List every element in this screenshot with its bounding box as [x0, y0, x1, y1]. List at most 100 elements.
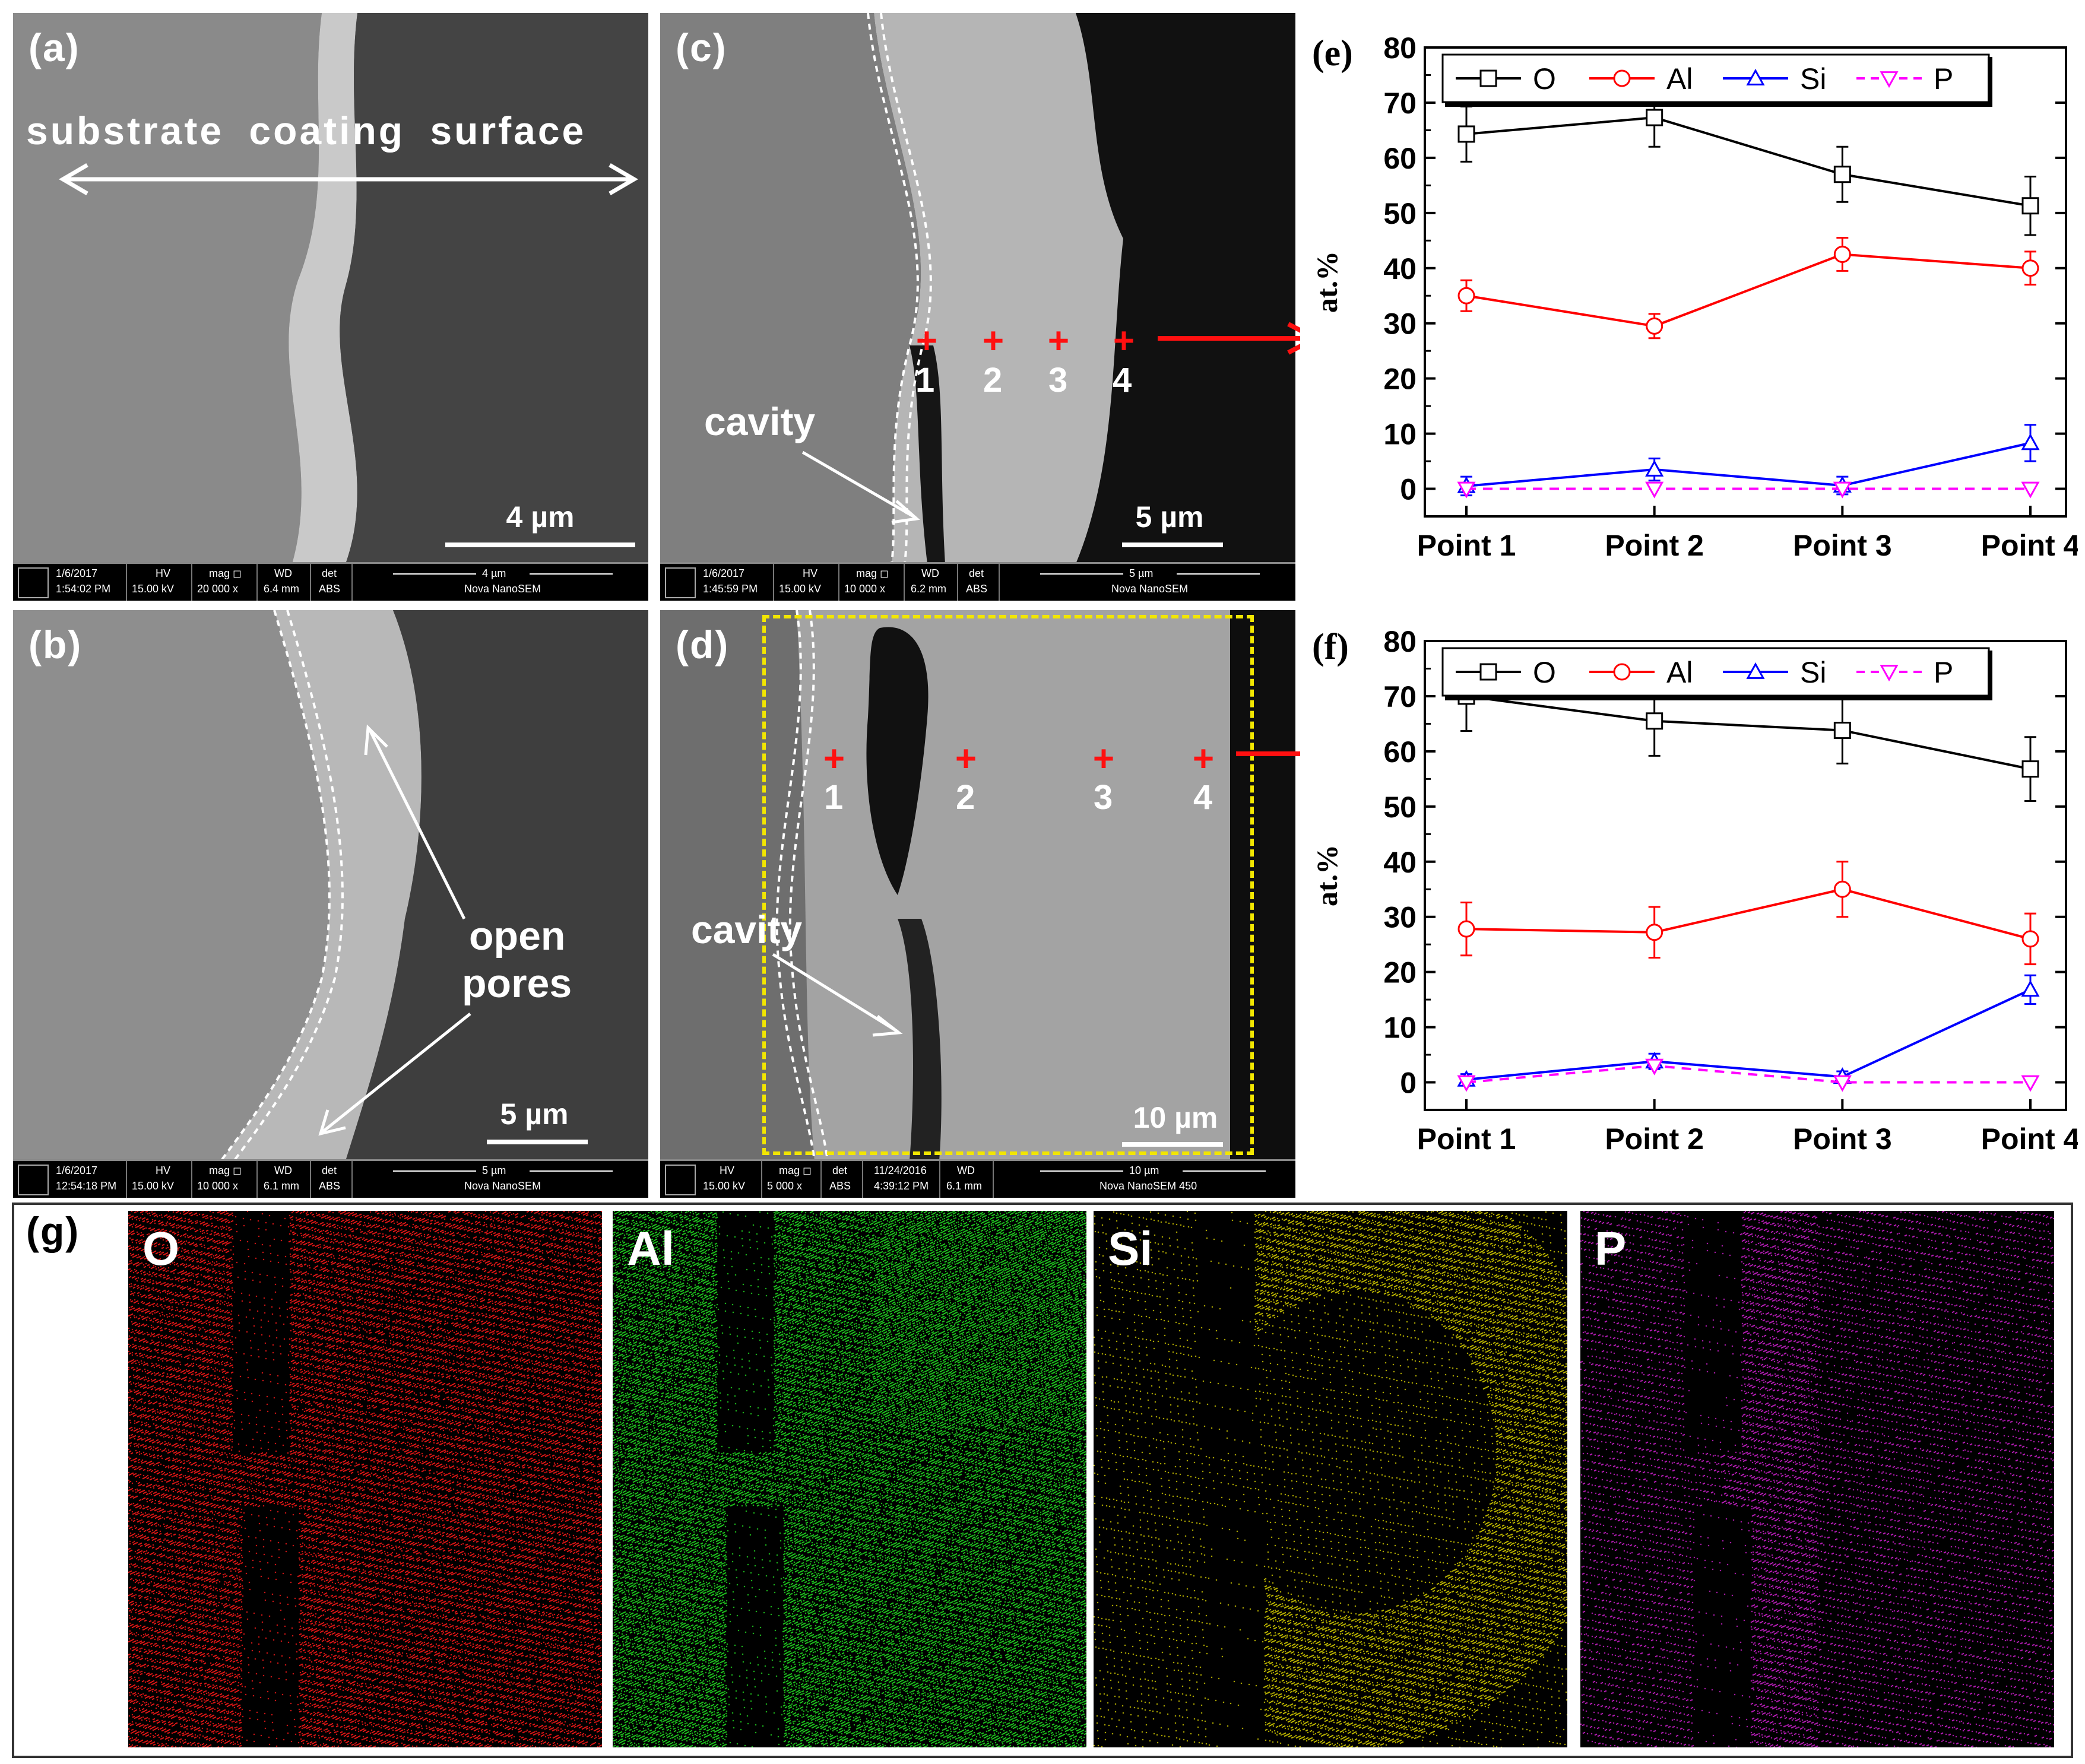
series-line: [1466, 253, 2031, 328]
y-axis-label: at.%: [1310, 845, 1343, 906]
x-tick-label: Point 2: [1605, 529, 1704, 562]
selection-dashed-box: [762, 615, 1254, 1155]
info-instrument: Nova NanoSEM: [1111, 583, 1189, 595]
x-tick-label: Point 1: [1417, 529, 1516, 562]
measurement-point-marker: +: [982, 321, 1005, 361]
y-tick-label: 70: [1383, 680, 1417, 713]
data-point: [1646, 109, 1663, 126]
info-mag-header: mag ◻: [209, 1165, 242, 1176]
sem-image-a: [13, 13, 648, 601]
panel-label-b: (b): [28, 623, 83, 667]
point-number: 2: [983, 361, 1003, 399]
data-point: [1646, 317, 1663, 335]
series-O: [1457, 660, 2039, 802]
legend-label: O: [1533, 62, 1556, 96]
panel-label-c: (c): [676, 26, 727, 69]
edx-map-canvas: [613, 1211, 1086, 1747]
info-date: 1/6/2017: [56, 567, 98, 579]
legend-label: Al: [1666, 656, 1693, 689]
legend-marker: [1479, 663, 1497, 681]
y-tick-label: 10: [1383, 418, 1417, 451]
legend-marker: [1880, 665, 1899, 682]
series-line: [1466, 694, 2031, 770]
edx-map-canvas: [1580, 1211, 2054, 1747]
sem-logo-icon: [18, 1165, 49, 1195]
info-mag: 20 000 x: [197, 583, 239, 595]
series-line: [1466, 1064, 2030, 1084]
info-det: ABS: [829, 1180, 851, 1192]
x-tick-label: Point 3: [1793, 1122, 1892, 1156]
measurement-point-marker: +: [1047, 321, 1070, 361]
data-point: [1457, 125, 1475, 143]
legend-label: O: [1533, 656, 1556, 689]
series-line: [1466, 116, 2031, 207]
y-tick-label: 60: [1383, 142, 1417, 175]
info-mag: 10 000 x: [197, 1180, 239, 1192]
info-wd: 6.1 mm: [946, 1180, 983, 1192]
info-wd: 6.2 mm: [911, 583, 947, 595]
sem-info-bar-b: 1/6/2017 12:54:18 PM HV 15.00 kV mag ◻ 1…: [13, 1159, 648, 1198]
info-wd: 6.4 mm: [264, 583, 300, 595]
legend-label: Si: [1800, 656, 1826, 689]
data-point: [1457, 287, 1475, 304]
legend-label: Al: [1666, 62, 1693, 96]
info-instrument: Nova NanoSEM: [464, 1180, 541, 1192]
legend-label: Si: [1800, 62, 1826, 96]
sem-panel-a: (a) substrate coating surface 4 µm 1/6/2…: [13, 13, 648, 601]
data-point: [1646, 924, 1663, 941]
point-number: 4: [1113, 361, 1132, 399]
legend-marker: [1746, 68, 1765, 85]
point-number: 3: [1048, 361, 1068, 399]
data-point: [1833, 481, 1852, 499]
series-line: [1466, 988, 2031, 1081]
scale-label-a: 4 µm: [506, 500, 575, 534]
info-mag: 10 000 x: [844, 583, 886, 595]
cavity-annotation: cavity: [704, 399, 816, 443]
legend-label: P: [1934, 656, 1953, 689]
legend: O Al Si P: [1441, 647, 1992, 700]
info-hv-header: HV: [803, 567, 818, 579]
legend: O Al Si P: [1441, 53, 1992, 107]
y-tick-label: 0: [1400, 473, 1417, 506]
info-instrument: Nova NanoSEM 450: [1099, 1180, 1197, 1192]
data-point: [1833, 166, 1851, 183]
scale-label-c: 5 µm: [1135, 500, 1204, 534]
edx-map-label: Si: [1108, 1222, 1153, 1275]
info-det-header: det: [322, 567, 337, 579]
info-hv: 15.00 kV: [703, 1180, 746, 1192]
scale-label-b: 5 µm: [500, 1097, 569, 1131]
edx-map-P: P: [1580, 1211, 2054, 1747]
series-line: [1466, 888, 2031, 940]
point-number: 3: [1094, 778, 1113, 817]
x-tick-label: Point 3: [1793, 529, 1892, 562]
series-P: [1457, 1058, 2040, 1092]
x-tick-label: Point 2: [1605, 1122, 1704, 1156]
sem-logo-icon: [18, 567, 49, 598]
data-point: [1457, 1075, 1476, 1092]
series-Si: [1457, 974, 2040, 1087]
point-number: 1: [915, 361, 935, 399]
sem-panel-c: (c) + + + + 1 2 3 4 cavity 5 µm 1/6/2017…: [660, 13, 1295, 601]
y-tick-label: 30: [1383, 307, 1417, 341]
sem-logo-icon: [665, 1165, 696, 1195]
edx-map-label: O: [142, 1222, 180, 1275]
panel-label-d: (d): [676, 623, 730, 667]
sem-info-bar-a: 1/6/2017 1:54:02 PM HV 15.00 kV mag ◻ 20…: [13, 562, 648, 601]
plot-frame: [1424, 46, 2067, 518]
sem-panel-d: (d) + + + + 1 2 3 4 cavity 10 µm HV 15.0…: [660, 610, 1295, 1198]
data-point: [2021, 980, 2040, 997]
info-scale: 5 µm: [1129, 567, 1154, 579]
info-hv-header: HV: [720, 1165, 735, 1176]
info-mag: 5 000 x: [767, 1180, 803, 1192]
scale-bar-b: [487, 1140, 588, 1144]
info-scale: 4 µm: [482, 567, 506, 579]
y-tick-label: 80: [1383, 31, 1417, 65]
panel-label-a: (a): [28, 26, 80, 69]
info-wd-header: WD: [921, 567, 939, 579]
measurement-point-marker: +: [1192, 738, 1215, 779]
legend-marker: [1880, 71, 1899, 88]
data-point: [1645, 481, 1664, 499]
measurement-point-marker: +: [915, 321, 938, 361]
info-det: ABS: [966, 583, 988, 595]
info-wd-header: WD: [957, 1165, 975, 1176]
